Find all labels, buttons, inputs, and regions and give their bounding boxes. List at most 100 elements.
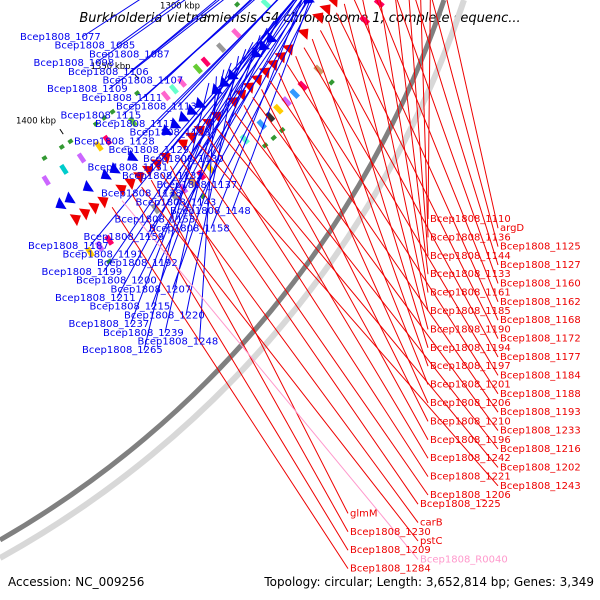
right-gene-label[interactable]: Bcep1808_1127 bbox=[500, 260, 581, 271]
leader-line bbox=[216, 128, 499, 468]
left-gene-label[interactable]: Bcep1808_1098 bbox=[34, 58, 115, 69]
right-gene-label[interactable]: Bcep1808_1221 bbox=[430, 472, 511, 483]
left-gene-label[interactable]: Bcep1808_1077 bbox=[20, 32, 101, 43]
right-gene-label[interactable]: glmM bbox=[350, 508, 378, 519]
left-gene-label[interactable]: Bcep1808_1130 bbox=[143, 154, 224, 165]
leader-line bbox=[188, 151, 429, 496]
right-gene-label[interactable]: argD bbox=[500, 223, 524, 234]
right-gene-label[interactable]: Bcep1808_1233 bbox=[500, 426, 581, 437]
right-gene-label[interactable]: Bcep1808_1242 bbox=[430, 453, 511, 464]
left-gene-label[interactable]: Bcep1808_1115 bbox=[61, 110, 142, 121]
left-gene-label[interactable]: Bcep1808_1128 bbox=[74, 136, 155, 147]
right-gene-label[interactable]: Bcep1808_1193 bbox=[500, 407, 581, 418]
right-gene-label[interactable]: Bcep1808_1230 bbox=[350, 527, 431, 538]
leader-line bbox=[286, 64, 499, 395]
left-gene-label[interactable]: Bcep1808_1211 bbox=[55, 293, 136, 304]
leader-line bbox=[415, 0, 499, 266]
right-gene-label[interactable]: Bcep1808_1194 bbox=[430, 343, 511, 354]
left-gene-label[interactable]: Bcep1808_1220 bbox=[124, 310, 205, 321]
right-gene-label[interactable]: Bcep1808_1201 bbox=[430, 380, 511, 391]
left-gene-label[interactable]: Bcep1808_1187 bbox=[28, 241, 109, 252]
right-gene-label[interactable]: Bcep1808_1190 bbox=[430, 324, 511, 335]
left-gene-label[interactable]: Bcep1808_1159 bbox=[84, 232, 165, 243]
right-gene-label[interactable]: Bcep1808_1110 bbox=[430, 214, 511, 225]
gc-skew-mark bbox=[261, 142, 269, 149]
right-gene-label[interactable]: Bcep1808_1144 bbox=[430, 251, 511, 262]
reverse-gene-arrow bbox=[141, 165, 154, 178]
left-gene-label[interactable]: Bcep1808_1192 bbox=[97, 258, 178, 269]
right-gene-label[interactable]: Bcep1808_1168 bbox=[500, 315, 581, 326]
left-gene-label[interactable]: Bcep1808_1109 bbox=[47, 84, 128, 95]
topology-text: Topology: circular; Length: 3,652,814 bp… bbox=[263, 575, 594, 589]
leader-line bbox=[269, 80, 499, 413]
left-gene-label[interactable]: Bcep1808_1148 bbox=[170, 206, 251, 217]
forward-gene-arrow bbox=[64, 191, 76, 204]
right-gene-label[interactable]: Bcep1808_1172 bbox=[500, 334, 581, 345]
gc-skew-mark bbox=[58, 144, 65, 150]
right-gene-label[interactable]: Bcep1808_1196 bbox=[430, 435, 511, 446]
cog-category-block bbox=[216, 42, 227, 53]
left-gene-label[interactable]: Bcep1808_1207 bbox=[111, 284, 192, 295]
leader-line bbox=[395, 0, 429, 275]
right-gene-label[interactable]: Bcep1808_1185 bbox=[430, 306, 511, 317]
cog-category-block bbox=[160, 90, 171, 102]
leader-line bbox=[179, 158, 419, 505]
right-gene-label[interactable]: Bcep1808_1162 bbox=[500, 297, 581, 308]
leader-line bbox=[207, 136, 429, 477]
left-gene-label[interactable]: Bcep1808_1137 bbox=[157, 180, 238, 191]
left-gene-label[interactable]: Bcep1808_1117 bbox=[95, 119, 176, 130]
left-gene-label[interactable]: Bcep1808_1129 bbox=[109, 145, 190, 156]
left-gene-label[interactable]: Bcep1808_1111 bbox=[82, 93, 163, 104]
leader-line bbox=[446, 0, 499, 229]
right-gene-label[interactable]: Bcep1808_1197 bbox=[430, 361, 511, 372]
left-gene-label[interactable]: Bcep1808_1143 bbox=[136, 197, 217, 208]
right-gene-label[interactable]: Bcep1808_1206 bbox=[430, 490, 511, 501]
left-gene-label[interactable]: Bcep1808_1132 bbox=[122, 171, 203, 182]
right-gene-label[interactable]: Bcep1808_1133 bbox=[430, 269, 511, 280]
right-gene-label[interactable]: carB bbox=[420, 518, 443, 529]
right-gene-label[interactable]: Bcep1808_1225 bbox=[420, 499, 501, 510]
right-gene-label[interactable]: Bcep1808_1206 bbox=[430, 398, 511, 409]
right-gene-label[interactable]: Bcep1808_1184 bbox=[500, 370, 581, 381]
cog-category-block bbox=[41, 175, 51, 187]
left-gene-label[interactable]: Bcep1808_1215 bbox=[90, 302, 171, 313]
reverse-gene-arrow bbox=[210, 111, 222, 123]
left-gene-label[interactable]: Bcep1808_1131 bbox=[88, 163, 169, 174]
right-gene-label[interactable]: Bcep1808_1125 bbox=[500, 242, 581, 253]
gc-skew-mark bbox=[101, 114, 108, 121]
cog-category-block bbox=[260, 0, 272, 9]
left-gene-label[interactable]: Bcep1808_1107 bbox=[103, 76, 184, 87]
left-gene-label[interactable]: Bcep1808_1153 bbox=[115, 215, 196, 226]
left-gene-label[interactable]: Bcep1808_1199 bbox=[42, 267, 123, 278]
right-gene-label[interactable]: Bcep1808_R0040 bbox=[420, 554, 508, 565]
left-gene-label[interactable]: Bcep1808_1138 bbox=[101, 189, 182, 200]
right-gene-label[interactable]: Bcep1808_1210 bbox=[430, 416, 511, 427]
accession-text: Accession: NC_009256 bbox=[8, 575, 144, 589]
right-gene-label[interactable]: Bcep1808_1160 bbox=[500, 278, 581, 289]
right-gene-label[interactable]: Bcep1808_1202 bbox=[500, 462, 581, 473]
right-gene-label[interactable]: Bcep1808_1177 bbox=[500, 352, 581, 363]
right-gene-label[interactable]: pstC bbox=[420, 536, 442, 547]
right-gene-label[interactable]: Bcep1808_1136 bbox=[430, 232, 511, 243]
left-gene-label[interactable]: Bcep1808_1085 bbox=[55, 41, 136, 52]
left-gene-label[interactable]: Bcep1808_1106 bbox=[68, 67, 149, 78]
left-gene-label[interactable]: Bcep1808_1123 bbox=[130, 128, 211, 139]
forward-gene-arrow bbox=[100, 168, 112, 180]
right-gene-label[interactable]: Bcep1808_1161 bbox=[430, 288, 511, 299]
right-gene-label[interactable]: Bcep1808_1284 bbox=[350, 564, 431, 575]
right-gene-label[interactable]: Bcep1808_1188 bbox=[500, 389, 581, 400]
right-gene-label[interactable]: Bcep1808_1216 bbox=[500, 444, 581, 455]
left-gene-label[interactable]: Bcep1808_1191 bbox=[63, 250, 144, 261]
left-gene-label[interactable]: Bcep1808_1200 bbox=[76, 276, 157, 287]
right-gene-label[interactable]: Bcep1808_1209 bbox=[350, 545, 431, 556]
right-gene-label[interactable]: Bcep1808_1243 bbox=[500, 481, 581, 492]
left-gene-label[interactable]: Bcep1808_1239 bbox=[103, 328, 184, 339]
left-gene-label[interactable]: Bcep1808_1265 bbox=[82, 345, 163, 356]
left-gene-label[interactable]: Bcep1808_1113 bbox=[116, 102, 197, 113]
left-gene-label[interactable]: Bcep1808_1248 bbox=[138, 337, 219, 348]
left-gene-label[interactable]: Bcep1808_1237 bbox=[69, 319, 150, 330]
left-gene-label[interactable]: Bcep1808_1087 bbox=[89, 49, 170, 60]
forward-gene-arrow bbox=[170, 117, 182, 129]
left-gene-label[interactable]: Bcep1808_1158 bbox=[149, 223, 230, 234]
